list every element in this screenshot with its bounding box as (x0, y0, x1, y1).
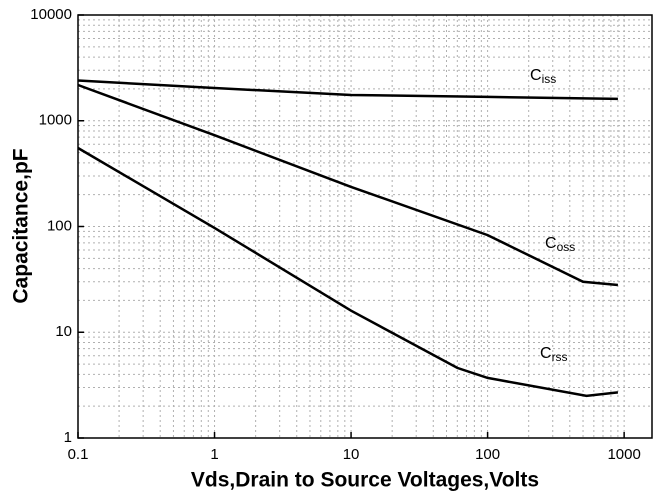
series-label: Coss (545, 235, 575, 254)
x-tick-label: 1 (210, 446, 218, 463)
y-tick-label: 1 (64, 429, 72, 446)
label-sub: rss (552, 350, 568, 364)
series-line (77, 146, 619, 398)
x-tick-label: 10 (343, 446, 360, 463)
x-tick-label: 0.1 (68, 446, 89, 463)
series-line (77, 83, 619, 287)
x-tick-label: 100 (475, 446, 500, 463)
series-line (77, 79, 618, 101)
series-label: Crss (540, 345, 568, 364)
label-main: C (540, 345, 552, 362)
label-sub: iss (542, 72, 557, 86)
y-tick-label: 100 (47, 217, 72, 234)
y-axis-label: Capacitance,pF (10, 148, 33, 303)
series-label: Ciss (530, 67, 556, 86)
label-sub: oss (557, 240, 576, 254)
y-tick-label: 10000 (30, 6, 72, 23)
x-axis-label: Vds,Drain to Source Voltages,Volts (191, 469, 539, 492)
x-tick-label: 1000 (607, 446, 640, 463)
y-tick-label: 1000 (39, 112, 72, 129)
label-main: C (545, 235, 557, 252)
y-tick-label: 10 (55, 323, 72, 340)
label-main: C (530, 67, 542, 84)
plot-frame (77, 14, 653, 439)
